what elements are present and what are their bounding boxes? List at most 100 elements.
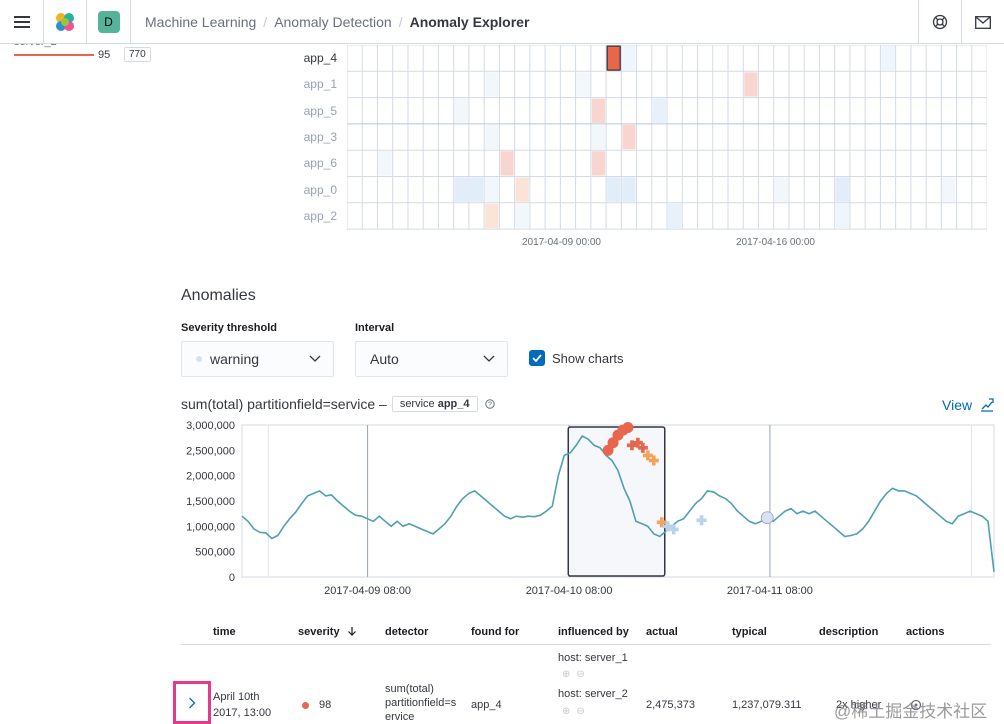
column-header-typical[interactable]: typical — [732, 626, 767, 638]
swimlane-cell[interactable] — [652, 98, 667, 123]
anomaly-time-year: 2017, 13:00 — [213, 707, 272, 719]
anomaly-time: April 10th 2017, 13:00 — [213, 689, 271, 721]
newsfeed-button[interactable] — [961, 0, 1004, 44]
actions-gear-icon[interactable] — [910, 699, 922, 711]
anomaly-marker[interactable] — [668, 524, 679, 535]
filter-icons[interactable]: ⊕⊖ — [562, 706, 591, 717]
anomaly-marker[interactable] — [622, 422, 634, 434]
swimlane-cell[interactable] — [378, 151, 392, 176]
entity-badge-key: service — [399, 398, 435, 410]
column-header-severity-label: severity — [298, 626, 340, 638]
swimlane-cell[interactable] — [485, 203, 499, 229]
swimlane-cell[interactable] — [835, 203, 849, 229]
swimlane-cell[interactable] — [622, 177, 636, 202]
swimlane-row-label-app_0[interactable]: app_0 — [303, 182, 337, 197]
anomaly-marker[interactable] — [632, 437, 643, 448]
anomaly-marker[interactable] — [637, 442, 648, 453]
swimlane-row-label-app_3[interactable]: app_3 — [303, 129, 337, 144]
influencer-value: host: server_2 — [558, 688, 628, 700]
detector-line: ervice — [385, 711, 415, 723]
show-charts-checkbox[interactable] — [529, 350, 545, 366]
y-tick-label: 500,000 — [195, 547, 235, 559]
swimlane-row-label-app_4[interactable]: app_4 — [303, 51, 337, 65]
influencer-value: host: server_1 — [558, 652, 628, 664]
column-header-actual[interactable]: actual — [646, 626, 678, 638]
swimlane-date-label: 2017-04-09 00:00 — [522, 237, 601, 248]
swimlane-row-label-app_2[interactable]: app_2 — [303, 208, 337, 223]
anomaly-marker[interactable] — [696, 515, 707, 526]
space-selector[interactable]: D — [87, 0, 131, 44]
anomaly-chart[interactable]: 3,000,000 2,500,000 2,000,000 1,500,000 1,00… — [160, 415, 1000, 600]
swimlane-cell[interactable] — [744, 72, 758, 97]
y-tick-label: 2,000,000 — [186, 471, 235, 483]
swimlane-cell[interactable] — [774, 177, 788, 202]
swimlane-cell[interactable] — [591, 98, 606, 123]
anomaly-marker[interactable] — [648, 455, 659, 466]
column-header-severity[interactable]: severity — [298, 626, 357, 638]
interval-select[interactable]: Auto — [355, 341, 508, 377]
swimlane-cell[interactable] — [622, 46, 636, 71]
swimlane-cell[interactable] — [515, 177, 529, 202]
y-tick-label: 2,500,000 — [186, 445, 235, 457]
breadcrumb-separator: / — [398, 13, 403, 30]
app-logo[interactable] — [44, 0, 87, 44]
anomaly-marker[interactable] — [662, 521, 673, 532]
swimlane-cell[interactable] — [591, 151, 606, 176]
swimlane-cell[interactable] — [469, 177, 484, 202]
swimlane-cell[interactable] — [500, 151, 514, 176]
show-charts-label[interactable]: Show charts — [552, 351, 624, 366]
swimlane-row-label-app_5[interactable]: app_5 — [303, 103, 337, 118]
swimlane-cell[interactable] — [576, 72, 590, 97]
column-header-actions: actions — [906, 626, 945, 638]
breadcrumb-machine-learning[interactable]: Machine Learning — [145, 13, 257, 30]
filter-icons[interactable]: ⊕⊖ — [562, 669, 591, 680]
swimlane-cell[interactable] — [881, 46, 895, 71]
breadcrumb-anomaly-detection[interactable]: Anomaly Detection — [274, 13, 392, 30]
swimlane-cell[interactable] — [454, 177, 468, 202]
row-expand-button[interactable] — [173, 681, 211, 724]
swimlane-grid[interactable] — [347, 45, 987, 231]
help-button[interactable] — [918, 0, 961, 44]
swimlane-cell[interactable] — [668, 203, 682, 229]
interval-value: Auto — [370, 351, 399, 367]
swimlane-cell[interactable] — [515, 203, 529, 229]
swimlane-cell[interactable] — [606, 45, 622, 72]
swimlane-cell[interactable] — [454, 98, 468, 123]
column-header-time[interactable]: time — [213, 626, 236, 638]
table-header-divider — [181, 644, 991, 645]
anomaly-detector: sum(total) partitionfield=s ervice — [385, 682, 456, 724]
column-header-description[interactable]: description — [819, 626, 879, 638]
info-icon[interactable]: ? — [484, 399, 495, 409]
swimlane-cell[interactable] — [485, 177, 499, 202]
chart-external-icon — [981, 398, 994, 412]
menu-button[interactable] — [0, 0, 44, 44]
anomaly-marker[interactable] — [642, 450, 653, 461]
swimlane-row-label-app_1[interactable]: app_1 — [303, 77, 337, 92]
column-header-detector[interactable]: detector — [385, 626, 429, 638]
anomaly-marker[interactable] — [626, 440, 637, 451]
anomaly-actual: 2,475,373 — [646, 699, 695, 711]
view-link[interactable]: View — [942, 397, 994, 413]
entity-badge: service app_4 — [391, 396, 478, 412]
anomaly-marker[interactable] — [760, 511, 774, 525]
column-header-influenced-by[interactable]: influenced by — [558, 626, 629, 638]
anomaly-marker[interactable] — [656, 517, 667, 528]
severity-threshold-select[interactable]: warning — [181, 341, 334, 377]
x-tick-label: 2017-04-10 08:00 — [526, 585, 613, 597]
swimlane-cell[interactable] — [607, 177, 621, 202]
swimlane-row-label-app_6[interactable]: app_6 — [303, 156, 337, 171]
x-tick-label: 2017-04-11 08:00 — [727, 585, 813, 597]
x-tick-label: 2017-04-09 08:00 — [324, 585, 411, 597]
column-header-found-for[interactable]: found for — [471, 626, 520, 638]
y-tick-label: 3,000,000 — [186, 420, 235, 432]
swimlane-cell[interactable] — [485, 124, 499, 150]
swimlane-cell[interactable] — [942, 177, 956, 202]
swimlane-cell[interactable] — [591, 124, 606, 150]
swimlane-cell[interactable] — [485, 72, 499, 97]
swimlane-cell[interactable] — [835, 177, 849, 202]
watermark: @稀土掘金技术社区 — [834, 702, 988, 721]
swimlane-cell[interactable] — [622, 124, 636, 150]
influencer-score-bar — [14, 54, 94, 56]
selection-band[interactable] — [567, 426, 666, 577]
mail-icon — [975, 15, 991, 29]
